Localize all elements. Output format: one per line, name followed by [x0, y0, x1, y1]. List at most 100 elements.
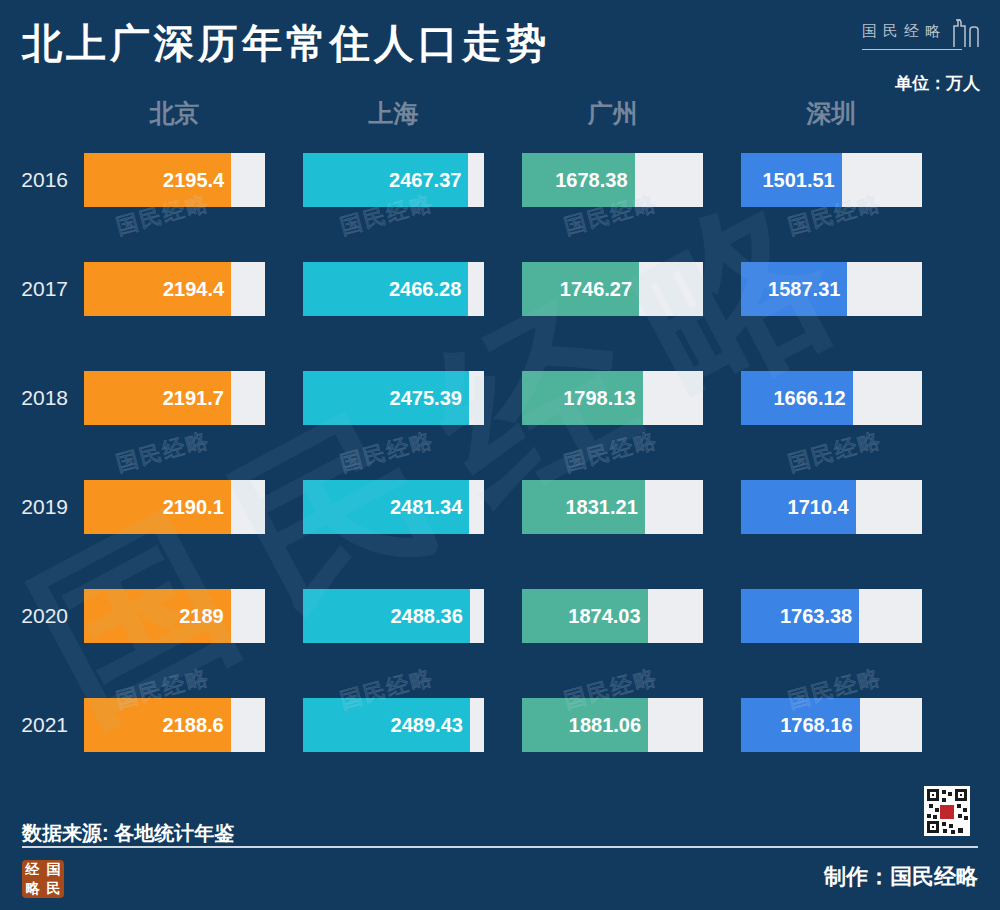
bar-fill: 2188.6 — [84, 698, 231, 752]
year-label: 2019 — [0, 480, 68, 534]
watermark-small: 国民经略 — [113, 425, 213, 479]
bar-fill: 1587.31 — [741, 262, 847, 316]
bar-track: 1678.38 — [522, 153, 703, 207]
city-buildings-icon — [948, 14, 988, 48]
bar-track: 2188.6 — [84, 698, 265, 752]
seal-char: 国 — [43, 860, 64, 879]
bar-value: 1831.21 — [566, 496, 645, 519]
bar-value: 2489.43 — [391, 714, 470, 737]
bar-value: 1763.38 — [780, 605, 859, 628]
bar-fill: 1678.38 — [522, 153, 635, 207]
brand-seal: 经 国 略 民 — [22, 860, 64, 898]
bar-fill: 1874.03 — [522, 589, 648, 643]
bar-track: 2488.36 — [303, 589, 484, 643]
bar-value: 1501.51 — [762, 169, 841, 192]
bar-fill: 2489.43 — [303, 698, 470, 752]
bar-value: 1874.03 — [568, 605, 647, 628]
bar-track: 1666.12 — [741, 371, 922, 425]
bar-value: 2466.28 — [389, 278, 468, 301]
bar-track: 1831.21 — [522, 480, 703, 534]
bar-fill: 2466.28 — [303, 262, 468, 316]
year-label: 2017 — [0, 262, 68, 316]
bar-value: 2195.4 — [163, 169, 231, 192]
bar-fill: 2488.36 — [303, 589, 470, 643]
bar-fill: 1746.27 — [522, 262, 639, 316]
bar-fill: 2475.39 — [303, 371, 469, 425]
bar-track: 2190.1 — [84, 480, 265, 534]
bar-value: 1710.4 — [788, 496, 856, 519]
year-label: 2018 — [0, 371, 68, 425]
bar-value: 1881.06 — [569, 714, 648, 737]
bar-fill: 1710.4 — [741, 480, 856, 534]
city-header: 深圳 — [752, 97, 912, 130]
bar-fill: 2195.4 — [84, 153, 231, 207]
year-label: 2021 — [0, 698, 68, 752]
bar-track: 2475.39 — [303, 371, 484, 425]
bar-value: 1587.31 — [768, 278, 847, 301]
brand-logo-text: 国民经略 — [862, 22, 962, 50]
bar-track: 1501.51 — [741, 153, 922, 207]
watermark-small: 国民经略 — [561, 425, 661, 479]
bar-value: 1666.12 — [773, 387, 852, 410]
bar-track: 1587.31 — [741, 262, 922, 316]
bar-track: 2467.37 — [303, 153, 484, 207]
bar-fill: 1831.21 — [522, 480, 645, 534]
bar-track: 1768.16 — [741, 698, 922, 752]
bar-track: 2481.34 — [303, 480, 484, 534]
watermark-small: 国民经略 — [785, 425, 885, 479]
seal-char: 略 — [22, 879, 43, 898]
page-title: 北上广深历年常住人口走势 — [22, 16, 550, 71]
bar-value: 2189 — [179, 605, 231, 628]
watermark-large: 国民经略 — [0, 126, 915, 773]
credit-label: 制作：国民经略 — [824, 862, 978, 892]
bar-fill: 2189 — [84, 589, 231, 643]
bar-fill: 1501.51 — [741, 153, 842, 207]
bar-value: 1678.38 — [555, 169, 634, 192]
bar-track: 1881.06 — [522, 698, 703, 752]
bar-track: 2194.4 — [84, 262, 265, 316]
city-header: 北京 — [95, 97, 255, 130]
bar-value: 2190.1 — [163, 496, 231, 519]
bar-fill: 2191.7 — [84, 371, 231, 425]
bar-fill: 1666.12 — [741, 371, 853, 425]
bar-value: 1768.16 — [780, 714, 859, 737]
bar-value: 2194.4 — [163, 278, 231, 301]
bar-fill: 1763.38 — [741, 589, 859, 643]
unit-label: 单位：万人 — [895, 72, 980, 95]
city-header: 广州 — [533, 97, 693, 130]
bar-fill: 2190.1 — [84, 480, 231, 534]
city-header: 上海 — [314, 97, 474, 130]
bar-fill: 1881.06 — [522, 698, 648, 752]
bar-value: 2188.6 — [163, 714, 231, 737]
qr-code — [924, 786, 970, 836]
bar-track: 1746.27 — [522, 262, 703, 316]
bar-track: 1798.13 — [522, 371, 703, 425]
bar-value: 1746.27 — [560, 278, 639, 301]
bar-track: 2191.7 — [84, 371, 265, 425]
bar-track: 1710.4 — [741, 480, 922, 534]
bar-value: 2191.7 — [163, 387, 231, 410]
bar-track: 2489.43 — [303, 698, 484, 752]
watermark-small: 国民经略 — [337, 425, 437, 479]
brand-logo: 国民经略 — [862, 14, 988, 50]
bar-track: 2195.4 — [84, 153, 265, 207]
seal-char: 民 — [43, 879, 64, 898]
bar-fill: 2481.34 — [303, 480, 469, 534]
bar-track: 1763.38 — [741, 589, 922, 643]
bar-value: 2475.39 — [390, 387, 469, 410]
bar-fill: 1798.13 — [522, 371, 643, 425]
bar-fill: 1768.16 — [741, 698, 860, 752]
seal-char: 经 — [22, 860, 43, 879]
bar-value: 2467.37 — [389, 169, 468, 192]
year-label: 2016 — [0, 153, 68, 207]
data-source-label: 数据来源: 各地统计年鉴 — [22, 820, 234, 847]
bar-track: 2189 — [84, 589, 265, 643]
year-label: 2020 — [0, 589, 68, 643]
bar-fill: 2467.37 — [303, 153, 468, 207]
bar-value: 2488.36 — [391, 605, 470, 628]
bar-value: 2481.34 — [390, 496, 469, 519]
bar-fill: 2194.4 — [84, 262, 231, 316]
bar-track: 1874.03 — [522, 589, 703, 643]
bar-value: 1798.13 — [563, 387, 642, 410]
footer-divider — [22, 846, 978, 848]
